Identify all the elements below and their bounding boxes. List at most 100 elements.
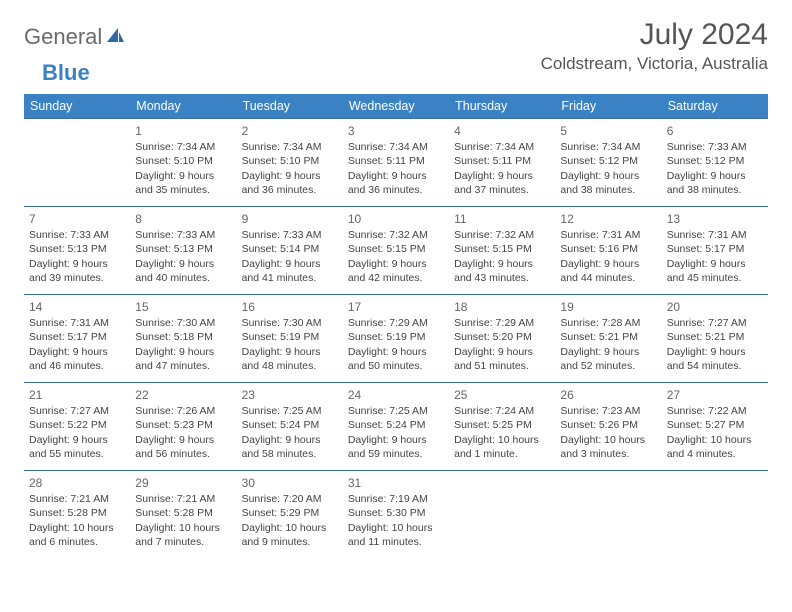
day-number: 6 <box>667 123 763 139</box>
day-number: 27 <box>667 387 763 403</box>
daylight-line: Daylight: 9 hours and 47 minutes. <box>135 345 231 373</box>
calendar-day-cell: 15Sunrise: 7:30 AMSunset: 5:18 PMDayligh… <box>130 295 236 383</box>
day-number: 15 <box>135 299 231 315</box>
logo-text-blue: Blue <box>42 60 90 86</box>
sunrise-line: Sunrise: 7:22 AM <box>667 404 763 418</box>
sunrise-line: Sunrise: 7:34 AM <box>242 140 338 154</box>
sunrise-line: Sunrise: 7:29 AM <box>348 316 444 330</box>
calendar-day-cell: 14Sunrise: 7:31 AMSunset: 5:17 PMDayligh… <box>24 295 130 383</box>
sunrise-line: Sunrise: 7:19 AM <box>348 492 444 506</box>
sunrise-line: Sunrise: 7:21 AM <box>135 492 231 506</box>
daylight-line: Daylight: 10 hours and 9 minutes. <box>242 521 338 549</box>
day-number: 8 <box>135 211 231 227</box>
weekday-header: Sunday <box>24 94 130 119</box>
sunset-line: Sunset: 5:24 PM <box>348 418 444 432</box>
sunset-line: Sunset: 5:23 PM <box>135 418 231 432</box>
sunrise-line: Sunrise: 7:25 AM <box>242 404 338 418</box>
daylight-line: Daylight: 9 hours and 51 minutes. <box>454 345 550 373</box>
daylight-line: Daylight: 9 hours and 39 minutes. <box>29 257 125 285</box>
sunset-line: Sunset: 5:19 PM <box>242 330 338 344</box>
sunrise-line: Sunrise: 7:26 AM <box>135 404 231 418</box>
sunset-line: Sunset: 5:25 PM <box>454 418 550 432</box>
sunrise-line: Sunrise: 7:29 AM <box>454 316 550 330</box>
day-number: 21 <box>29 387 125 403</box>
calendar-day-cell: 13Sunrise: 7:31 AMSunset: 5:17 PMDayligh… <box>662 207 768 295</box>
sunset-line: Sunset: 5:28 PM <box>29 506 125 520</box>
daylight-line: Daylight: 9 hours and 35 minutes. <box>135 169 231 197</box>
sunrise-line: Sunrise: 7:27 AM <box>29 404 125 418</box>
day-number: 4 <box>454 123 550 139</box>
sunrise-line: Sunrise: 7:33 AM <box>135 228 231 242</box>
calendar-day-cell: 7Sunrise: 7:33 AMSunset: 5:13 PMDaylight… <box>24 207 130 295</box>
sunrise-line: Sunrise: 7:34 AM <box>454 140 550 154</box>
calendar-header-row: SundayMondayTuesdayWednesdayThursdayFrid… <box>24 94 768 119</box>
title-block: July 2024 Coldstream, Victoria, Australi… <box>541 18 768 74</box>
calendar-day-cell: 2Sunrise: 7:34 AMSunset: 5:10 PMDaylight… <box>237 119 343 207</box>
day-number: 13 <box>667 211 763 227</box>
calendar-row: 1Sunrise: 7:34 AMSunset: 5:10 PMDaylight… <box>24 119 768 207</box>
day-number: 26 <box>560 387 656 403</box>
sunrise-line: Sunrise: 7:28 AM <box>560 316 656 330</box>
sunrise-line: Sunrise: 7:32 AM <box>454 228 550 242</box>
sunrise-line: Sunrise: 7:20 AM <box>242 492 338 506</box>
sunset-line: Sunset: 5:26 PM <box>560 418 656 432</box>
sunrise-line: Sunrise: 7:31 AM <box>667 228 763 242</box>
location-text: Coldstream, Victoria, Australia <box>541 54 768 74</box>
sunset-line: Sunset: 5:10 PM <box>242 154 338 168</box>
sunset-line: Sunset: 5:21 PM <box>560 330 656 344</box>
day-number: 12 <box>560 211 656 227</box>
sunset-line: Sunset: 5:12 PM <box>560 154 656 168</box>
calendar-day-cell: 5Sunrise: 7:34 AMSunset: 5:12 PMDaylight… <box>555 119 661 207</box>
sunrise-line: Sunrise: 7:34 AM <box>560 140 656 154</box>
sunset-line: Sunset: 5:18 PM <box>135 330 231 344</box>
calendar-day-cell: 9Sunrise: 7:33 AMSunset: 5:14 PMDaylight… <box>237 207 343 295</box>
calendar-day-cell: 17Sunrise: 7:29 AMSunset: 5:19 PMDayligh… <box>343 295 449 383</box>
day-number: 14 <box>29 299 125 315</box>
calendar-day-cell: 29Sunrise: 7:21 AMSunset: 5:28 PMDayligh… <box>130 471 236 559</box>
daylight-line: Daylight: 10 hours and 3 minutes. <box>560 433 656 461</box>
calendar-day-cell: 6Sunrise: 7:33 AMSunset: 5:12 PMDaylight… <box>662 119 768 207</box>
day-number: 20 <box>667 299 763 315</box>
sunset-line: Sunset: 5:21 PM <box>667 330 763 344</box>
calendar-day-cell: 16Sunrise: 7:30 AMSunset: 5:19 PMDayligh… <box>237 295 343 383</box>
daylight-line: Daylight: 9 hours and 46 minutes. <box>29 345 125 373</box>
day-number: 18 <box>454 299 550 315</box>
day-number: 24 <box>348 387 444 403</box>
daylight-line: Daylight: 9 hours and 54 minutes. <box>667 345 763 373</box>
daylight-line: Daylight: 9 hours and 58 minutes. <box>242 433 338 461</box>
calendar-row: 7Sunrise: 7:33 AMSunset: 5:13 PMDaylight… <box>24 207 768 295</box>
calendar-day-cell: 8Sunrise: 7:33 AMSunset: 5:13 PMDaylight… <box>130 207 236 295</box>
calendar-day-cell: 18Sunrise: 7:29 AMSunset: 5:20 PMDayligh… <box>449 295 555 383</box>
daylight-line: Daylight: 9 hours and 38 minutes. <box>667 169 763 197</box>
calendar-day-cell: 31Sunrise: 7:19 AMSunset: 5:30 PMDayligh… <box>343 471 449 559</box>
sunset-line: Sunset: 5:29 PM <box>242 506 338 520</box>
daylight-line: Daylight: 9 hours and 43 minutes. <box>454 257 550 285</box>
daylight-line: Daylight: 9 hours and 38 minutes. <box>560 169 656 197</box>
day-number: 22 <box>135 387 231 403</box>
weekday-header: Tuesday <box>237 94 343 119</box>
calendar-day-cell: 1Sunrise: 7:34 AMSunset: 5:10 PMDaylight… <box>130 119 236 207</box>
calendar-table: SundayMondayTuesdayWednesdayThursdayFrid… <box>24 94 768 559</box>
sunset-line: Sunset: 5:22 PM <box>29 418 125 432</box>
calendar-empty-cell <box>449 471 555 559</box>
sunset-line: Sunset: 5:12 PM <box>667 154 763 168</box>
sunset-line: Sunset: 5:24 PM <box>242 418 338 432</box>
calendar-row: 21Sunrise: 7:27 AMSunset: 5:22 PM Dayligh… <box>24 383 768 471</box>
calendar-empty-cell <box>24 119 130 207</box>
day-number: 25 <box>454 387 550 403</box>
day-number: 30 <box>242 475 338 491</box>
day-number: 2 <box>242 123 338 139</box>
sunrise-line: Sunrise: 7:32 AM <box>348 228 444 242</box>
calendar-day-cell: 22Sunrise: 7:26 AMSunset: 5:23 PMDayligh… <box>130 383 236 471</box>
sunset-line: Sunset: 5:14 PM <box>242 242 338 256</box>
daylight-line: Daylight: 9 hours and 50 minutes. <box>348 345 444 373</box>
daylight-line: Daylight: 10 hours and 4 minutes. <box>667 433 763 461</box>
daylight-line: Daylight: 10 hours and 7 minutes. <box>135 521 231 549</box>
calendar-day-cell: 23Sunrise: 7:25 AMSunset: 5:24 PMDayligh… <box>237 383 343 471</box>
sunset-line: Sunset: 5:30 PM <box>348 506 444 520</box>
sunrise-line: Sunrise: 7:30 AM <box>135 316 231 330</box>
calendar-day-cell: 24Sunrise: 7:25 AMSunset: 5:24 PMDayligh… <box>343 383 449 471</box>
calendar-day-cell: 4Sunrise: 7:34 AMSunset: 5:11 PMDaylight… <box>449 119 555 207</box>
logo-text-general: General <box>24 24 102 50</box>
sunrise-line: Sunrise: 7:33 AM <box>29 228 125 242</box>
